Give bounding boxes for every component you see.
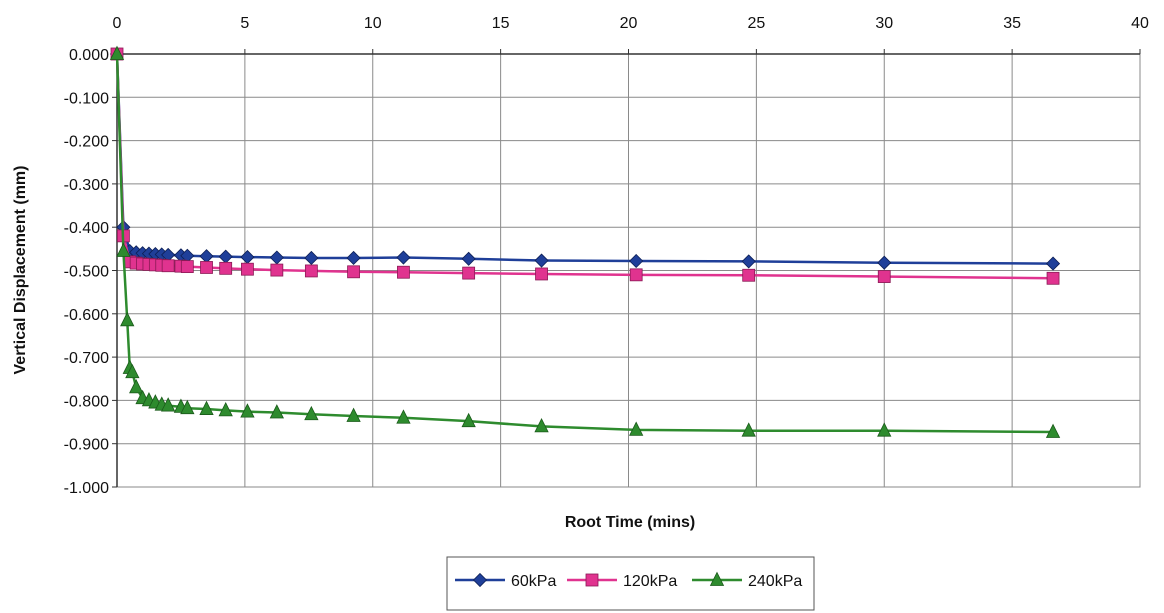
data-point-60kpa	[877, 255, 892, 270]
data-point-240kpa	[129, 379, 144, 394]
data-point-120kpa	[304, 264, 318, 278]
data-point-240kpa	[629, 421, 644, 436]
x-tick-label: 40	[1131, 15, 1149, 32]
x-tick-label: 20	[620, 15, 638, 32]
data-point-240kpa	[199, 400, 214, 415]
legend-marker-60kpa	[472, 572, 488, 588]
y-tick-label: -0.800	[64, 393, 109, 410]
legend-label-120kpa: 120kPa	[623, 573, 677, 590]
series-240kpa	[109, 45, 1061, 438]
data-point-240kpa	[120, 311, 135, 327]
data-point-120kpa	[241, 262, 254, 276]
legend-box	[446, 556, 815, 611]
data-point-240kpa	[396, 409, 411, 424]
y-tick-label: 0.000	[69, 47, 109, 64]
data-point-120kpa	[270, 263, 284, 277]
legend-label-60kpa: 60kPa	[511, 573, 556, 590]
data-point-120kpa	[219, 261, 233, 275]
data-point-120kpa	[742, 268, 756, 282]
y-tick-label: -0.100	[64, 90, 109, 107]
data-point-120kpa	[397, 265, 410, 279]
data-point-240kpa	[109, 45, 125, 60]
data-point-240kpa	[534, 417, 549, 433]
x-tick-label: 30	[875, 15, 893, 32]
axis-layer: 0.000 -0.100 -0.200 -0.300 -0.400 -0.500 -0.60…	[64, 15, 1149, 497]
data-point-60kpa	[396, 250, 411, 265]
data-point-120kpa	[877, 270, 891, 283]
data-point-240kpa	[180, 399, 195, 415]
y-tick-label: -0.200	[64, 134, 109, 151]
y-tick-label: -0.700	[64, 350, 109, 367]
y-tick-label: -0.600	[64, 307, 109, 324]
y-tick-label: -0.900	[64, 437, 109, 454]
legend-items: 60kPa 120kPa 240kPa	[455, 571, 802, 590]
legend-marker-120kpa	[585, 573, 599, 587]
legend-label-240kpa: 240kPa	[748, 573, 802, 590]
data-point-240kpa	[218, 401, 233, 417]
data-point-60kpa	[534, 253, 549, 268]
data-point-240kpa	[741, 422, 756, 437]
legend-marker-240kpa	[709, 571, 725, 586]
data-point-120kpa	[347, 265, 360, 279]
x-tick-label: 25	[747, 15, 765, 32]
y-tick-label: -0.500	[64, 264, 109, 281]
data-point-240kpa	[304, 405, 319, 421]
data-point-60kpa	[1045, 256, 1061, 271]
series-120kpa	[110, 47, 1060, 285]
legend-item-240kpa: 240kPa	[692, 571, 802, 590]
data-point-60kpa	[304, 250, 319, 266]
data-point-60kpa	[461, 251, 476, 266]
data-point-60kpa	[741, 254, 756, 269]
data-point-120kpa	[535, 267, 548, 281]
data-point-240kpa	[346, 407, 361, 422]
data-point-240kpa	[877, 422, 892, 437]
data-point-120kpa	[1046, 271, 1060, 285]
data-point-240kpa	[269, 404, 284, 419]
data-point-120kpa	[200, 261, 213, 274]
x-tick-label: 15	[492, 15, 510, 32]
x-tick-label: 10	[364, 15, 382, 32]
y-tick-label: -1.000	[64, 480, 109, 497]
data-point-120kpa	[180, 260, 194, 274]
data-point-60kpa	[629, 253, 644, 269]
legend-item-120kpa: 120kPa	[567, 573, 677, 590]
data-point-120kpa	[629, 268, 643, 282]
x-tick-label: 35	[1003, 15, 1021, 32]
y-tick-label: -0.300	[64, 177, 109, 194]
legend: 60kPa 120kPa 240kPa	[446, 556, 815, 611]
x-axis-title: Root Time (mins)	[565, 514, 695, 531]
y-axis-title: Vertical Displacement (mm)	[12, 166, 29, 375]
x-tick-label: 5	[240, 15, 249, 32]
data-point-120kpa	[462, 266, 476, 280]
data-point-120kpa	[161, 259, 175, 273]
legend-item-60kpa: 60kPa	[455, 572, 556, 590]
data-point-240kpa	[116, 242, 131, 257]
data-point-240kpa	[161, 397, 176, 412]
data-point-240kpa	[240, 403, 255, 418]
y-tick-label: -0.400	[64, 220, 109, 237]
data-point-60kpa	[346, 250, 361, 266]
series-layer	[109, 45, 1061, 438]
data-point-240kpa	[461, 412, 476, 428]
x-tick-label: 0	[113, 15, 122, 32]
data-point-240kpa	[125, 363, 140, 379]
data-point-240kpa	[1045, 423, 1061, 438]
